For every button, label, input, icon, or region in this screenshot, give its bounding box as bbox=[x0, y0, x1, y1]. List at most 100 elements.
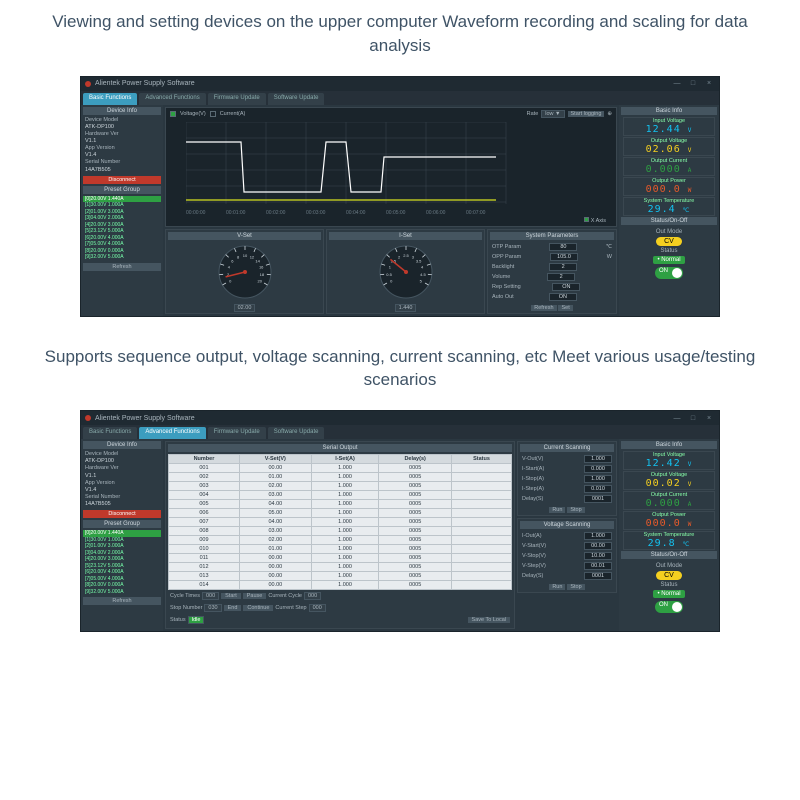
tab-firmware[interactable]: Firmware Update bbox=[208, 93, 266, 105]
readout-Output Voltage: Output Voltage02.06 V bbox=[623, 137, 715, 156]
titlebar: Alientek Power Supply Software —□× bbox=[81, 411, 719, 425]
min-icon[interactable]: — bbox=[671, 80, 683, 87]
max-icon[interactable]: □ bbox=[687, 415, 699, 422]
svg-text:00:01:00: 00:01:00 bbox=[226, 210, 246, 216]
cs-Delay(S): Delay(S)0001 bbox=[520, 494, 614, 504]
info-App Version: App Version bbox=[83, 145, 161, 152]
table-row[interactable]: 00902.001.0000005 bbox=[169, 536, 512, 545]
vs-V-Stop(V): V-Stop(V)10.00 bbox=[520, 551, 614, 561]
cv-badge: CV bbox=[656, 237, 682, 246]
table-row[interactable]: 00302.001.0000005 bbox=[169, 482, 512, 491]
close-icon[interactable]: × bbox=[703, 415, 715, 422]
voltage-stop-button[interactable]: Stop bbox=[567, 584, 584, 590]
vset-header: V-Set bbox=[168, 232, 321, 240]
svg-text:16: 16 bbox=[258, 264, 263, 269]
Pause-button[interactable]: Pause bbox=[243, 593, 267, 599]
table-row[interactable]: 00201.001.0000005 bbox=[169, 473, 512, 482]
current-run-button[interactable]: Run bbox=[549, 507, 565, 513]
iset-gauge: 00.511.522.533.544.55 bbox=[376, 242, 436, 302]
vset-gauge: 02468101214161820 bbox=[215, 242, 275, 302]
lbl-voltage: Voltage(V) bbox=[180, 111, 206, 117]
table-row[interactable]: 00704.001.0000005 bbox=[169, 518, 512, 527]
readout-Output Power: Output Power000.0 W bbox=[623, 511, 715, 530]
voltage-scan-panel: Voltage Scanning I-Out(A)1.000V-Start(V)… bbox=[517, 518, 617, 593]
sys-params-header: System Parameters bbox=[490, 232, 614, 240]
serial-table: NumberV-Set(V)I-Set(A)Delay(s)Status0010… bbox=[168, 454, 512, 590]
readout-Output Current: Output Current0.000 A bbox=[623, 157, 715, 176]
params-set-button[interactable]: Set bbox=[558, 305, 572, 311]
col-Number: Number bbox=[169, 455, 240, 464]
normal-badge: • Normal bbox=[653, 256, 684, 264]
tab-software[interactable]: Software Update bbox=[268, 427, 325, 439]
preset-9[interactable]: [9]32.00V 5.000A bbox=[83, 589, 161, 596]
sys-params: System Parameters OTP Param80℃OPP Param1… bbox=[487, 229, 617, 314]
current-stop-button[interactable]: Stop bbox=[567, 507, 584, 513]
Continue-button[interactable]: Continue bbox=[243, 605, 273, 611]
cs-I-Stop(A): I-Stop(A)1.000 bbox=[520, 474, 614, 484]
table-row[interactable]: 00100.001.0000005 bbox=[169, 464, 512, 473]
fullscreen-icon[interactable]: ⊕ bbox=[607, 111, 612, 117]
svg-text:14: 14 bbox=[255, 258, 260, 263]
table-row[interactable]: 00504.001.0000005 bbox=[169, 500, 512, 509]
table-row[interactable]: 01200.001.0000005 bbox=[169, 563, 512, 572]
save-local-button[interactable]: Save To Local bbox=[468, 617, 510, 623]
readout-System Temperature: System Temperature29.8 ℃ bbox=[623, 531, 715, 550]
tab-basic[interactable]: Basic Functions bbox=[83, 427, 137, 439]
End-button[interactable]: End bbox=[224, 605, 242, 611]
table-row[interactable]: 01100.001.0000005 bbox=[169, 554, 512, 563]
chk-current[interactable] bbox=[210, 111, 216, 117]
svg-text:12: 12 bbox=[249, 254, 254, 259]
tab-advanced[interactable]: Advanced Functions bbox=[139, 427, 205, 439]
tab-bar: Basic Functions Advanced Functions Firmw… bbox=[81, 425, 719, 439]
param-OTP Param: OTP Param80℃ bbox=[490, 242, 614, 252]
readout-Output Voltage: Output Voltage00.02 V bbox=[623, 471, 715, 490]
table-row[interactable]: 00403.001.0000005 bbox=[169, 491, 512, 500]
tab-advanced[interactable]: Advanced Functions bbox=[139, 93, 205, 105]
chk-voltage[interactable] bbox=[170, 111, 176, 117]
table-row[interactable]: 00605.001.0000005 bbox=[169, 509, 512, 518]
tab-firmware[interactable]: Firmware Update bbox=[208, 427, 266, 439]
disconnect-button[interactable]: Disconnect bbox=[83, 510, 161, 518]
svg-text:3.5: 3.5 bbox=[415, 258, 421, 263]
info-Device Model: Device Model bbox=[83, 451, 161, 458]
device-info-header: Device Info bbox=[83, 441, 161, 449]
table-row[interactable]: 00803.001.0000005 bbox=[169, 527, 512, 536]
on-toggle[interactable]: ON bbox=[655, 601, 683, 613]
cs-V-Out(V): V-Out(V)1.000 bbox=[520, 454, 614, 464]
readout-Input Voltage: Input Voltage12.44 V bbox=[623, 117, 715, 136]
info-App Version: App Version bbox=[83, 480, 161, 487]
iset-value[interactable]: 1.440 bbox=[395, 304, 417, 312]
params-refresh-button[interactable]: Refresh bbox=[531, 305, 556, 311]
start-logging-button[interactable]: Start logging bbox=[568, 111, 605, 117]
close-icon[interactable]: × bbox=[703, 80, 715, 87]
vs-I-Out(A): I-Out(A)1.000 bbox=[520, 531, 614, 541]
svg-text:00:03:00: 00:03:00 bbox=[306, 210, 326, 216]
basic-info-header: Basic Info bbox=[621, 107, 717, 115]
table-row[interactable]: 01400.001.0000005 bbox=[169, 581, 512, 590]
current-scan-panel: Current Scanning V-Out(V)1.000I-Start(A)… bbox=[517, 441, 617, 516]
tab-basic[interactable]: Basic Functions bbox=[83, 93, 137, 105]
right-column: Basic InfoInput Voltage12.42 VOutput Vol… bbox=[619, 439, 719, 631]
right-column: Basic Info Input Voltage12.44 VOutput Vol… bbox=[619, 105, 719, 316]
main-basic: Voltage(V) Current(A) Rate low ▼ Start l… bbox=[163, 105, 619, 316]
status-header: Status/On-Off bbox=[621, 217, 717, 225]
tab-software[interactable]: Software Update bbox=[268, 93, 325, 105]
rate-label: Rate bbox=[527, 111, 539, 117]
rate-select[interactable]: low ▼ bbox=[541, 110, 564, 118]
table-row[interactable]: 01300.001.0000005 bbox=[169, 572, 512, 581]
min-icon[interactable]: — bbox=[671, 415, 683, 422]
normal-badge: • Normal bbox=[653, 590, 684, 598]
vset-value[interactable]: 02.00 bbox=[234, 304, 256, 312]
table-row[interactable]: 01001.001.0000005 bbox=[169, 545, 512, 554]
chart-svg: 00:00:0000:01:0000:02:0000:03:0000:04:00… bbox=[186, 122, 516, 217]
voltage-run-button[interactable]: Run bbox=[549, 584, 565, 590]
col-V-Set(V): V-Set(V) bbox=[239, 455, 311, 464]
preset-9[interactable]: [9]32.00V 5.000A bbox=[83, 254, 161, 261]
vs-V-Step(V): V-Step(V)00.01 bbox=[520, 561, 614, 571]
Start-button[interactable]: Start bbox=[221, 593, 241, 599]
preset-refresh-button[interactable]: Refresh bbox=[83, 597, 161, 605]
disconnect-button[interactable]: Disconnect bbox=[83, 176, 161, 184]
on-toggle[interactable]: ON bbox=[655, 267, 683, 279]
max-icon[interactable]: □ bbox=[687, 80, 699, 87]
preset-refresh-button[interactable]: Refresh bbox=[83, 263, 161, 271]
